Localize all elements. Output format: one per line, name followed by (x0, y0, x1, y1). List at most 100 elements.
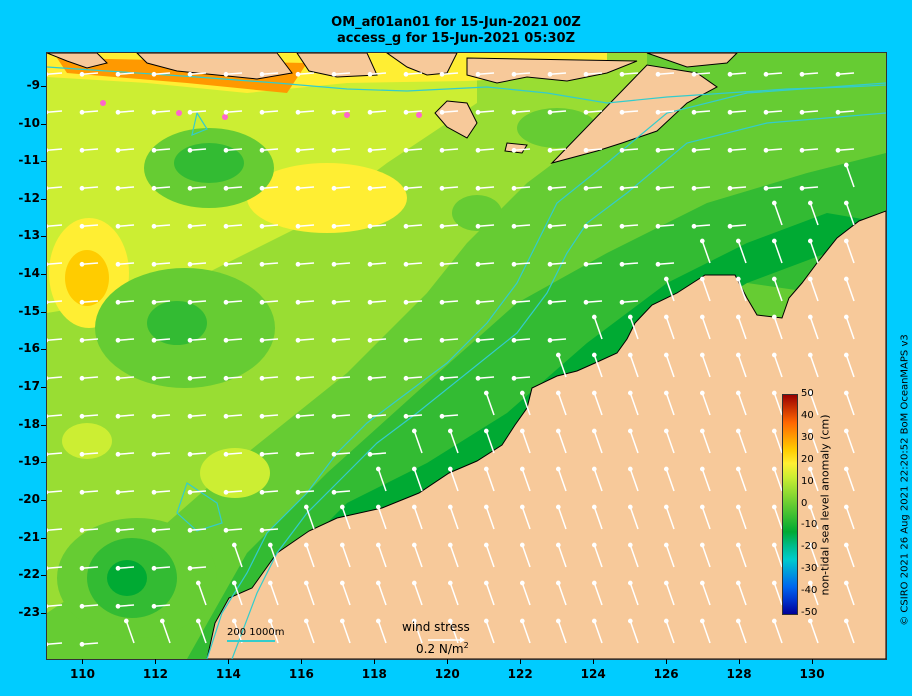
lat-tick-label: -13 (18, 228, 40, 243)
wind-vector (189, 300, 207, 304)
wind-vector-head (835, 147, 841, 153)
wind-vector (369, 414, 387, 418)
wind-vector-head (699, 314, 705, 320)
wind-vector-head (699, 466, 705, 472)
wind-vector-head (555, 466, 561, 472)
wind-vector (729, 110, 747, 114)
wind-vector-head (583, 109, 589, 115)
wind-vector (47, 452, 63, 455)
wind-vector-head (475, 147, 481, 153)
wind-vector (81, 414, 99, 418)
wind-vector-head (843, 504, 849, 510)
lat-tick-label: -9 (26, 77, 40, 92)
wind-vector-head (439, 375, 445, 381)
wind-vector-head (339, 618, 345, 624)
wind-vector (773, 620, 783, 644)
wind-vector (485, 544, 495, 568)
lon-tick-label: 126 (653, 667, 679, 681)
wind-vector (737, 240, 747, 264)
wind-vector-head (591, 580, 597, 586)
wind-vector (801, 72, 819, 76)
wind-vector-head (663, 542, 669, 548)
wind-vector-head (187, 451, 193, 457)
wind-vector-head (79, 603, 85, 609)
wind-vector (737, 582, 747, 606)
wind-vector (333, 338, 351, 342)
wind-vector (585, 110, 603, 114)
wind-vector (513, 338, 531, 342)
wind-vector (47, 186, 63, 189)
wind-vector-head (843, 466, 849, 472)
lat-tick-label: -11 (18, 153, 40, 168)
wind-vector-head (807, 580, 813, 586)
wind-vector (657, 224, 675, 228)
wind-vector-head (547, 185, 553, 191)
wind-vector-head (295, 489, 301, 495)
wind-vector-head (807, 390, 813, 396)
wind-vector (225, 490, 243, 494)
wind-vector (773, 316, 783, 340)
wind-vector (297, 452, 315, 456)
wind-vector (369, 148, 387, 152)
wind-vector-head (403, 109, 409, 115)
lon-tick-label: 122 (507, 667, 533, 681)
wind-vector-head (591, 618, 597, 624)
lat-tick-label: -16 (18, 341, 40, 356)
wind-vector (729, 148, 747, 152)
wind-vector (557, 468, 567, 492)
wind-vector-head (663, 428, 669, 434)
wind-vector (845, 202, 855, 226)
wind-vector-head (771, 466, 777, 472)
wind-vector-head (547, 147, 553, 153)
wind-vector (405, 110, 423, 114)
wind-vector-head (519, 390, 525, 396)
lon-tick (301, 659, 303, 664)
depth-contour-legend-line (227, 640, 275, 642)
wind-vector (629, 468, 639, 492)
lon-tick-label: 120 (434, 667, 460, 681)
wind-vector (333, 224, 351, 228)
wind-vector-head (511, 185, 517, 191)
wind-vector (333, 300, 351, 304)
wind-vector (629, 430, 639, 454)
wind-vector (809, 278, 819, 302)
wind-vector (665, 620, 675, 644)
wind-vector (477, 300, 495, 304)
wind-vector (225, 338, 243, 342)
wind-vector (621, 148, 639, 152)
wind-vector (657, 72, 675, 76)
wind-vector-head (511, 261, 517, 267)
wind-vector (737, 620, 747, 644)
wind-vector-head (807, 314, 813, 320)
wind-vector-head (591, 314, 597, 320)
wind-vector-head (655, 71, 661, 77)
wind-vector (513, 186, 531, 190)
wind-vector (189, 414, 207, 418)
wind-vector-head (447, 580, 453, 586)
wind-vector (729, 186, 747, 190)
wind-vector (621, 224, 639, 228)
lat-tick-label: -21 (18, 529, 40, 544)
lon-tick-label: 116 (288, 667, 314, 681)
wind-vector-head (367, 147, 373, 153)
wind-vector (845, 240, 855, 264)
wind-vector-head (367, 299, 373, 305)
wind-vector (197, 620, 207, 644)
wind-vector-head (411, 466, 417, 472)
wind-vector-head (663, 618, 669, 624)
wind-vector-head (403, 261, 409, 267)
wind-vector (693, 110, 711, 114)
wind-vector (477, 376, 495, 380)
wind-vector (305, 506, 315, 530)
wind-vector-head (151, 71, 157, 77)
wind-vector-head (115, 71, 121, 77)
wind-vector-head (735, 618, 741, 624)
wind-vector-head (627, 466, 633, 472)
wind-vector (153, 414, 171, 418)
credit-text: © CSIRO 2021 26 Aug 2021 22:20:52 BoM Oc… (899, 334, 911, 626)
wind-vector (845, 354, 855, 378)
wind-vector-head (663, 504, 669, 510)
wind-vector-head (151, 337, 157, 343)
wind-vector (665, 278, 675, 302)
wind-vector-head (475, 71, 481, 77)
